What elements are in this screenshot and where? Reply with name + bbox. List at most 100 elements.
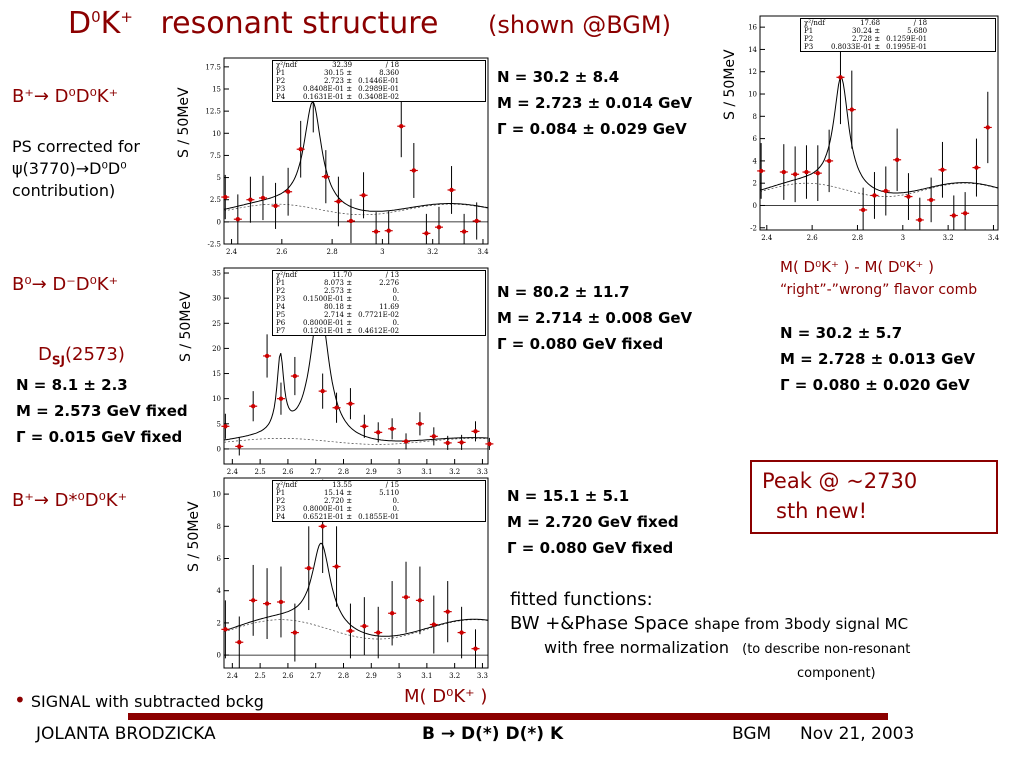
x-tick-label: 2.4 <box>226 248 238 256</box>
data-point <box>431 434 437 439</box>
data-point <box>459 440 464 445</box>
ps-note: PS corrected for ψ(3770)→D⁰D⁰ contributi… <box>12 137 140 200</box>
data-point <box>417 598 423 603</box>
data-point <box>940 167 945 173</box>
data-point <box>792 172 798 177</box>
y-tick-label: 30 <box>212 295 221 303</box>
plot-frame <box>759 15 999 231</box>
data-point <box>223 424 228 429</box>
data-point <box>323 174 329 179</box>
data-point <box>278 396 284 401</box>
data-point <box>260 195 266 201</box>
x-tick-label: 2.9 <box>366 468 377 476</box>
fit-curve <box>223 303 488 442</box>
data-point <box>235 217 241 222</box>
data-point <box>348 218 354 224</box>
data-point <box>474 218 479 224</box>
y-tick-label: -2 <box>750 224 757 232</box>
data-point <box>403 439 409 444</box>
y-axis-label-1: S / 50MeV <box>176 87 192 158</box>
data-point <box>411 168 417 173</box>
dsj-fit: N = 8.1 ± 2.3 M = 2.573 GeV fixed Γ = 0.… <box>16 376 188 446</box>
data-point <box>815 170 820 176</box>
data-point <box>348 401 353 406</box>
fit-curve <box>223 542 489 637</box>
data-point <box>860 207 866 213</box>
footer-conference: BGM <box>732 724 772 744</box>
data-point <box>849 107 854 112</box>
y-tick-label: 10 <box>212 395 221 403</box>
x-tick-label: 2.8 <box>338 468 349 476</box>
y-tick-label: 10 <box>212 491 221 499</box>
x-axis-label: M( D⁰K⁺ ) <box>404 686 488 707</box>
x-tick-label: 3.3 <box>477 672 488 680</box>
data-point <box>906 194 911 199</box>
data-point <box>781 169 786 175</box>
data-point <box>386 228 391 233</box>
x-tick-label: 2.6 <box>282 672 294 680</box>
data-point <box>974 165 979 170</box>
bullet-icon: • <box>14 688 26 712</box>
x-tick-label: 3.4 <box>477 248 489 256</box>
data-point <box>461 229 467 234</box>
data-point <box>373 229 379 234</box>
data-point <box>389 426 395 432</box>
data-point <box>473 646 478 651</box>
data-point <box>376 430 381 435</box>
data-point <box>320 388 325 394</box>
data-point <box>334 564 339 569</box>
fit-results-4: N = 30.2 ± 5.7 M = 2.728 ± 0.013 GeV Γ = 0… <box>780 324 976 394</box>
x-tick-label: 2.6 <box>276 248 288 256</box>
plot-4: 2.4 2.6 2.8 3 3.2 3.4 -2 0 2 4 6 8 10 12 14 16 χ²/ndf 17.… <box>748 15 1000 242</box>
x-tick-label: 3.2 <box>943 234 954 242</box>
x-tick-label: 3 <box>397 672 401 680</box>
right-wrong-label: “right”-”wrong” flavor comb <box>780 282 978 298</box>
plot-3: 2.4 2.5 2.6 2.7 2.8 2.9 3 3.1 3.2 3.3 0 2 4 6 8 10 χ²/nd… <box>212 477 489 680</box>
page-title: D0K+ resonant structure (shown @BGM) <box>68 6 671 41</box>
x-tick-label: 2.5 <box>255 468 266 476</box>
plot-frame <box>223 477 489 669</box>
plot-frame <box>223 57 489 245</box>
x-tick-label: 2.4 <box>227 468 239 476</box>
y-tick-label: 16 <box>748 24 757 32</box>
background-curve <box>223 203 489 216</box>
data-point <box>362 424 367 429</box>
data-point <box>376 630 381 635</box>
data-point <box>336 199 341 204</box>
y-tick-label: 2 <box>753 180 757 188</box>
data-point <box>424 231 429 236</box>
x-tick-label: 2.4 <box>761 234 773 242</box>
y-tick-label: 5 <box>217 174 221 182</box>
x-tick-label: 3.2 <box>427 248 438 256</box>
decay-label-1: B⁺→ D⁰D⁰K⁺ <box>12 86 119 107</box>
data-point <box>223 627 228 632</box>
y-tick-label: 6 <box>217 555 222 563</box>
y-tick-label: 17.5 <box>205 63 221 71</box>
fit-results-3: N = 15.1 ± 5.1 M = 2.720 GeV fixed Γ = 0.0… <box>507 487 679 557</box>
x-tick-label: 3 <box>901 234 905 242</box>
y-tick-label: 4 <box>217 587 222 595</box>
fit-curve <box>759 76 999 194</box>
data-point <box>264 353 270 359</box>
data-point <box>223 194 228 200</box>
fitted-functions-note: fitted functions: BW +&Phase Space shape… <box>510 589 911 681</box>
footer-divider <box>128 713 888 720</box>
data-point <box>445 440 450 446</box>
x-tick-label: 3.1 <box>421 468 432 476</box>
y-tick-label: 0 <box>217 218 221 226</box>
x-tick-label: 3.3 <box>477 468 488 476</box>
data-point <box>473 429 478 434</box>
y-tick-label: 0 <box>217 652 221 660</box>
data-point <box>883 188 888 194</box>
x-tick-label: 3.1 <box>421 672 432 680</box>
data-point <box>917 217 922 223</box>
data-point <box>449 187 454 193</box>
y-tick-label: -2.5 <box>208 241 222 249</box>
data-point <box>826 158 832 164</box>
decay-label-3: B⁺→ D*⁰D⁰K⁺ <box>12 490 128 511</box>
data-point <box>431 622 437 627</box>
background-curve <box>223 619 489 640</box>
footer-author: JOLANTA BRODZICKA <box>36 724 216 744</box>
